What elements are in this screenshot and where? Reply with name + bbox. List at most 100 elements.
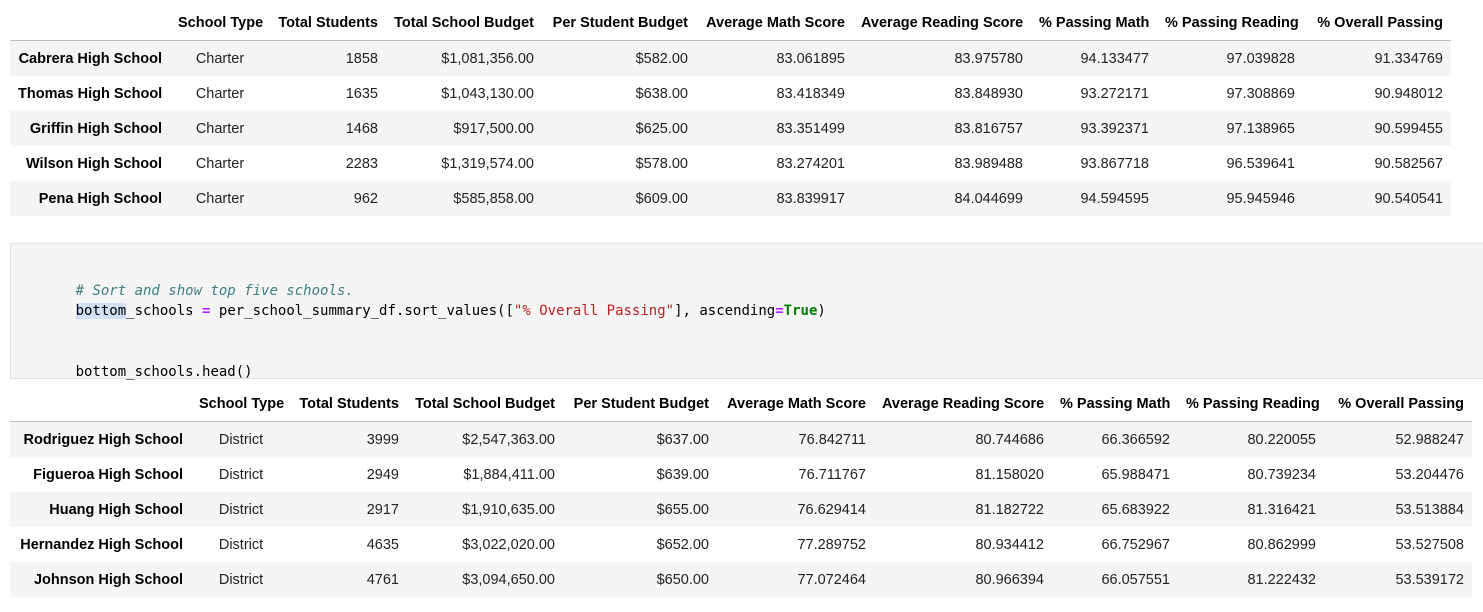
- column-header: Average Math Score: [696, 6, 853, 41]
- table-cell: $1,319,574.00: [441, 155, 534, 172]
- table-cell: 83.839917: [776, 190, 845, 207]
- table-cell: 2917: [366, 501, 399, 518]
- table-cell: 91.334769: [1374, 50, 1443, 67]
- code-keyword: True: [783, 303, 818, 319]
- column-header: Average Reading Score: [874, 387, 1052, 422]
- table-cell: 1468: [345, 120, 378, 137]
- header-row: School Type Total Students Total School …: [10, 387, 1472, 422]
- table-cell: $625.00: [635, 120, 688, 137]
- table-cell: 53.527508: [1395, 536, 1464, 553]
- table-cell: Charter: [195, 50, 245, 67]
- column-header: School Type: [191, 387, 291, 422]
- table-cell: 97.308869: [1226, 85, 1295, 102]
- table-cell: 84.044699: [954, 190, 1023, 207]
- table-cell: $578.00: [635, 155, 688, 172]
- table-cell: Charter: [195, 155, 245, 172]
- table-cell: 97.138965: [1226, 120, 1295, 137]
- selected-text[interactable]: bottom: [75, 303, 127, 319]
- table-cell: 93.867718: [1080, 155, 1149, 172]
- table-cell: 77.072464: [797, 571, 866, 588]
- table-cell: 76.711767: [798, 466, 866, 483]
- header-row: School Type Total Students Total School …: [10, 6, 1451, 41]
- table-cell: 83.061895: [776, 50, 845, 67]
- table-cell: 76.629414: [797, 501, 866, 518]
- table-cell: 80.739234: [1247, 466, 1316, 483]
- code-line-sort[interactable]: bottom_schools = per_school_summary_df.s…: [25, 281, 826, 341]
- table-row: Huang High School District 2917 $1,910,635.…: [10, 492, 1472, 527]
- table-cell: 83.975780: [954, 50, 1023, 67]
- row-index-school-name: Huang High School: [49, 501, 183, 518]
- column-header: Average Math Score: [717, 387, 874, 422]
- index-header: [10, 387, 191, 422]
- table-cell: 83.989488: [954, 155, 1023, 172]
- column-header: Average Reading Score: [853, 6, 1031, 41]
- bottom-schools-dataframe: School Type Total Students Total School …: [10, 387, 1472, 597]
- table-row: Thomas High School Charter 1635 $1,043,130.…: [10, 76, 1451, 111]
- table-cell: $1,884,411.00: [463, 466, 555, 483]
- table-cell: Charter: [195, 190, 245, 207]
- table-cell: $638.00: [635, 85, 688, 102]
- table-cell: 3999: [366, 431, 399, 448]
- column-header: Total School Budget: [386, 6, 542, 41]
- table-row: Pena High School Charter 962 $585,858.00 $60…: [10, 181, 1451, 216]
- table-cell: 94.594595: [1080, 190, 1149, 207]
- table-cell: 76.842711: [798, 431, 866, 448]
- table-row: Figueroa High School District 2949 $1,884,4…: [10, 457, 1472, 492]
- table-cell: 65.988471: [1101, 466, 1170, 483]
- table-cell: 81.222432: [1247, 571, 1316, 588]
- table-cell: 77.289752: [797, 536, 866, 553]
- code-variable: _schools: [126, 303, 194, 319]
- code-line-comment[interactable]: # Sort and show top five schools.: [25, 261, 354, 321]
- table-cell: $637.00: [656, 431, 709, 448]
- table-cell: 66.366592: [1101, 431, 1170, 448]
- table-cell: 962: [353, 190, 378, 207]
- table-cell: District: [218, 431, 264, 448]
- code-statement: bottom_schools.head(): [75, 364, 253, 380]
- column-header: Total School Budget: [407, 387, 563, 422]
- table-cell: 81.182722: [975, 501, 1044, 518]
- row-index-school-name: Cabrera High School: [18, 50, 162, 67]
- table-cell: 65.683922: [1101, 501, 1170, 518]
- table-cell: 66.057551: [1101, 571, 1170, 588]
- table-cell: $1,910,635.00: [462, 501, 555, 518]
- code-operator: =: [202, 303, 211, 319]
- column-header: School Type: [170, 6, 270, 41]
- table-cell: $3,022,020.00: [462, 536, 555, 553]
- table-cell: 96.539641: [1226, 155, 1295, 172]
- table-row: Wilson High School Charter 2283 $1,319,574.…: [10, 146, 1451, 181]
- column-header: % Passing Reading: [1157, 6, 1303, 41]
- column-header: Per Student Budget: [563, 387, 717, 422]
- row-index-school-name: Thomas High School: [18, 85, 163, 102]
- row-index-school-name: Rodriguez High School: [23, 431, 184, 448]
- code-call: per_school_summary_df.sort_values([: [218, 303, 514, 319]
- table-cell: 97.039828: [1226, 50, 1295, 67]
- column-header: % Passing Math: [1031, 6, 1157, 41]
- table-cell: $652.00: [656, 536, 709, 553]
- table-cell: 80.862999: [1247, 536, 1316, 553]
- row-index-school-name: Hernandez High School: [20, 536, 183, 553]
- column-header: % Overall Passing: [1324, 387, 1472, 422]
- table-cell: 1635: [345, 85, 378, 102]
- table-cell: 4635: [366, 536, 399, 553]
- table-cell: 90.540541: [1374, 190, 1443, 207]
- table-row: Rodriguez High School District 3999 $2,547,…: [10, 421, 1472, 457]
- table-cell: District: [218, 536, 264, 553]
- column-header: Per Student Budget: [542, 6, 696, 41]
- table-cell: 90.599455: [1374, 120, 1443, 137]
- table-cell: $655.00: [656, 501, 709, 518]
- table-cell: 53.539172: [1395, 571, 1464, 588]
- table-row: Cabrera High School Charter 1858 $1,081,356…: [10, 40, 1451, 76]
- row-index-school-name: Wilson High School: [25, 155, 162, 172]
- code-line-head[interactable]: bottom_schools.head(): [25, 342, 253, 402]
- table-row: Griffin High School Charter 1468 $917,500.0…: [10, 111, 1451, 146]
- table-cell: 66.752967: [1101, 536, 1170, 553]
- row-index-school-name: Griffin High School: [29, 120, 162, 137]
- table-row: Hernandez High School District 4635 $3,022,…: [10, 527, 1472, 562]
- index-header: [10, 6, 170, 41]
- column-header: % Passing Reading: [1178, 387, 1324, 422]
- column-header: Total Students: [270, 6, 386, 41]
- table-cell: 1858: [345, 50, 378, 67]
- code-cell-input[interactable]: # Sort and show top five schools. bottom…: [10, 243, 1483, 380]
- table-cell: 90.948012: [1374, 85, 1443, 102]
